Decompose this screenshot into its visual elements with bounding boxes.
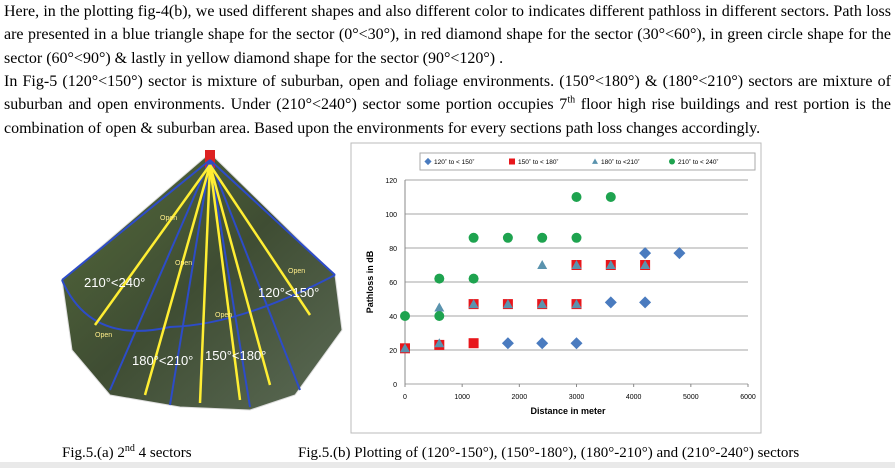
point [571,232,582,243]
paragraph: In Fig-5 (120°<150°) sector is mixture o… [4,70,891,140]
sector-label: 120°<150° [258,285,319,300]
text: 4 sectors [134,445,192,461]
x-tick-label: 3000 [569,394,585,401]
superscript: nd [124,443,135,454]
point [502,299,513,309]
point [537,260,548,269]
legend-label: 180˚ to <210˚ [601,158,640,166]
footer-bar [0,462,895,468]
point [537,299,548,309]
y-tick-label: 20 [389,348,397,355]
point [468,299,479,309]
y-tick-label: 120 [385,178,397,185]
legend-marker [424,157,432,166]
tower [205,150,215,168]
open-label: Open [288,268,305,275]
point [434,302,445,312]
x-tick-label: 6000 [740,394,756,401]
paragraph: Here, in the plotting fig-4(b), we used … [4,3,891,67]
sector-label: 180°<210° [132,353,193,368]
point [434,338,445,348]
y-tick-label: 0 [393,382,397,389]
x-axis-label: Distance in meter [530,406,606,416]
open-label: Open [160,215,177,222]
point [468,232,479,243]
caption: Fig.5.(b) Plotting of (120°-150°), (150°… [298,445,800,461]
x-tick-label: 1000 [454,394,470,401]
y-axis-label: Pathloss in dB [365,250,375,313]
arrows [93,164,312,404]
point [501,337,514,350]
legend-label: 210˚ to < 240˚ [678,158,719,166]
point [571,299,582,309]
point [605,192,616,202]
y-tick-label: 100 [385,212,397,219]
legend-marker [509,158,515,165]
caption: Fig.5.(a) 2nd 4 sectors [62,443,192,462]
point [571,192,582,202]
legend-marker [669,158,675,165]
chart: Distance in meter Pathloss in dB 0 20 40 60… [350,142,762,434]
text: In Fig-5 (120°<150°) sector is mixture o… [4,73,891,114]
point [434,311,445,321]
point [640,260,651,269]
open-label: Open [95,332,112,339]
x-tick-label: 2000 [512,394,528,401]
point [639,296,652,309]
map-figure: 210°<240° 120°<150° 180°<210° 150°<180° … [61,150,343,411]
text: Fig.5.(a) 2 [62,445,125,461]
open-label: Open [215,312,232,319]
sector-label: 150°<180° [205,348,266,363]
point [536,337,549,350]
point [639,247,652,260]
superscript: th [567,95,576,107]
point [400,343,410,353]
point [605,260,616,269]
sector-label: 210°<240° [84,275,145,290]
chart-frame [350,142,762,434]
point [502,232,513,243]
y-tick-label: 40 [389,314,397,321]
point [571,260,582,269]
point [434,273,445,284]
point [570,337,583,350]
x-tick-label: 4000 [626,394,642,401]
legend-label: 150˚ to < 180˚ [518,158,559,166]
x-tick-label: 0 [403,394,407,401]
legend-marker [592,158,598,164]
y-tick-label: 80 [389,246,397,253]
point [400,311,410,321]
y-tick-label: 60 [389,280,397,287]
text: floor high rise buildings and rest porti… [4,96,891,137]
point [468,338,479,349]
x-tick-label: 5000 [683,394,699,401]
legend-box [419,152,756,171]
legend-label: 120˚ to < 150˚ [434,158,475,166]
point [537,232,548,243]
point [468,273,479,284]
point [604,296,617,309]
sector-lines [61,159,336,408]
point [673,247,686,260]
open-label: Open [175,260,192,267]
